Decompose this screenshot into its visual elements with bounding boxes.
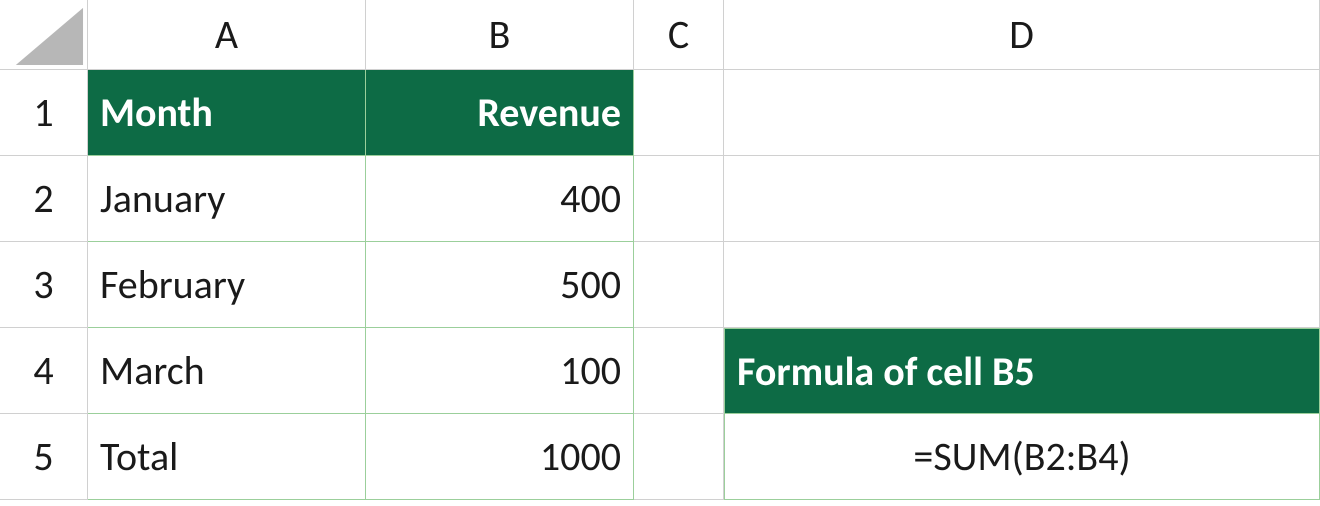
row-header-5[interactable]: 5 [0, 414, 88, 500]
select-all-triangle-icon [16, 8, 83, 65]
cell-A2[interactable]: January [88, 156, 366, 242]
cell-A5[interactable]: Total [88, 414, 366, 500]
row-header-2[interactable]: 2 [0, 156, 88, 242]
cell-A3[interactable]: February [88, 242, 366, 328]
cell-B4[interactable]: 100 [366, 328, 634, 414]
cell-D2[interactable] [724, 156, 1320, 242]
cell-D4[interactable]: Formula of cell B5 [724, 328, 1320, 414]
cell-D5[interactable]: =SUM(B2:B4) [724, 414, 1320, 500]
cell-B5[interactable]: 1000 [366, 414, 634, 500]
spreadsheet-grid: A B C D 1 Month Revenue 2 January 400 3 … [0, 0, 1320, 500]
cell-A1[interactable]: Month [88, 70, 366, 156]
cell-C1[interactable] [634, 70, 724, 156]
cell-D1[interactable] [724, 70, 1320, 156]
cell-B1[interactable]: Revenue [366, 70, 634, 156]
cell-B2[interactable]: 400 [366, 156, 634, 242]
row-header-1[interactable]: 1 [0, 70, 88, 156]
cell-C2[interactable] [634, 156, 724, 242]
cell-C4[interactable] [634, 328, 724, 414]
col-header-B[interactable]: B [366, 0, 634, 70]
cell-C5[interactable] [634, 414, 724, 500]
cell-C3[interactable] [634, 242, 724, 328]
row-header-4[interactable]: 4 [0, 328, 88, 414]
select-all-corner[interactable] [0, 0, 88, 70]
cell-A4[interactable]: March [88, 328, 366, 414]
col-header-A[interactable]: A [88, 0, 366, 70]
col-header-C[interactable]: C [634, 0, 724, 70]
row-header-3[interactable]: 3 [0, 242, 88, 328]
cell-D3[interactable] [724, 242, 1320, 328]
col-header-D[interactable]: D [724, 0, 1320, 70]
cell-B3[interactable]: 500 [366, 242, 634, 328]
